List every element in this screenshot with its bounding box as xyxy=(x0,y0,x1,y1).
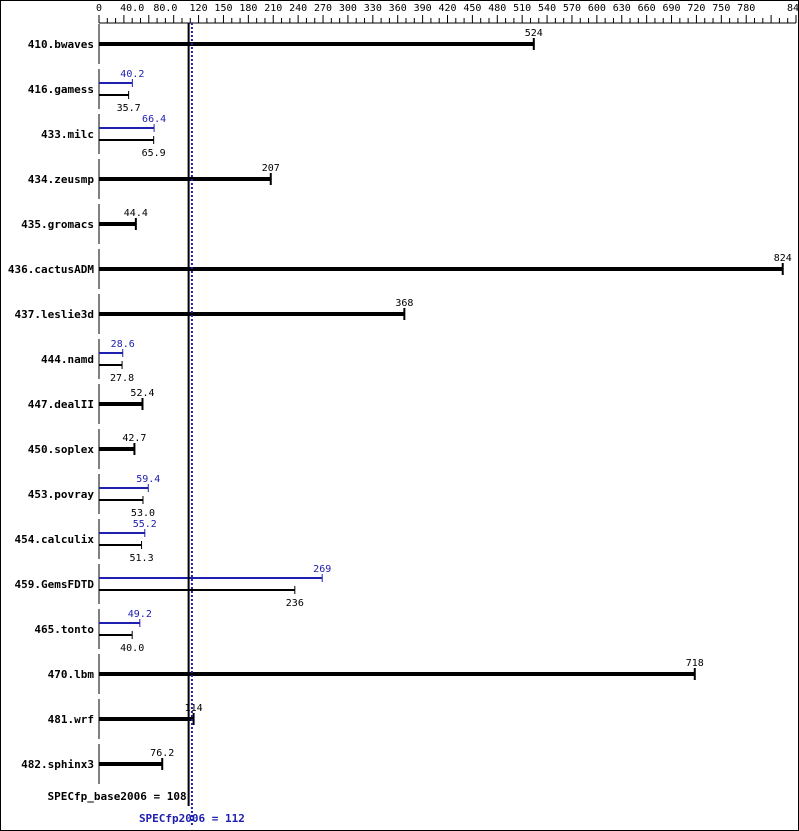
x-tick-label: 390 xyxy=(414,3,432,14)
x-tick-label: 840 xyxy=(787,3,799,14)
bar-base xyxy=(99,267,783,271)
x-tick-label: 150 xyxy=(214,3,232,14)
x-tick-label: 510 xyxy=(513,3,531,14)
bar-base xyxy=(99,447,135,451)
data-label-base: 824 xyxy=(774,253,792,264)
x-tick-label: 420 xyxy=(438,3,456,14)
x-tick-label: 180 xyxy=(239,3,257,14)
category-label: 447.dealII xyxy=(28,398,94,411)
data-label-base: 718 xyxy=(686,658,704,669)
category-label: 437.leslie3d xyxy=(15,308,94,321)
data-label-base: 53.0 xyxy=(131,508,155,519)
data-label-peak: 49.2 xyxy=(128,609,152,620)
x-tick-label: 120 xyxy=(190,3,208,14)
data-label-base: 27.8 xyxy=(110,373,134,384)
x-tick-label: 750 xyxy=(712,3,730,14)
category-label: 481.wrf xyxy=(48,713,94,726)
category-label: 410.bwaves xyxy=(28,38,94,51)
bar-base xyxy=(99,177,271,181)
data-label-peak: 59.4 xyxy=(136,474,160,485)
reference-label-peak: SPECfp2006 = 112 xyxy=(139,812,245,825)
category-label: 453.povray xyxy=(28,488,95,501)
category-label: 450.soplex xyxy=(28,443,95,456)
data-label-base: 65.9 xyxy=(142,148,166,159)
data-label-base: 236 xyxy=(286,598,304,609)
x-tick-label: 600 xyxy=(588,3,606,14)
bar-base xyxy=(99,222,136,226)
category-label: 482.sphinx3 xyxy=(21,758,94,771)
x-tick-label: 660 xyxy=(638,3,656,14)
x-tick-label: 300 xyxy=(339,3,357,14)
x-tick-label: 780 xyxy=(737,3,755,14)
x-tick-label: 0 xyxy=(96,3,102,14)
category-label: 459.GemsFDTD xyxy=(15,578,95,591)
data-label-base: 52.4 xyxy=(130,388,154,399)
category-label: 433.milc xyxy=(41,128,94,141)
bar-base xyxy=(99,717,194,721)
data-label-peak: 40.2 xyxy=(120,69,144,80)
x-tick-label: 480 xyxy=(488,3,506,14)
x-tick-label: 540 xyxy=(538,3,556,14)
data-label-base: 207 xyxy=(262,163,280,174)
data-label-peak: 55.2 xyxy=(133,519,157,530)
data-label-base: 114 xyxy=(185,703,203,714)
bar-base xyxy=(99,762,163,766)
x-tick-label: 330 xyxy=(364,3,382,14)
data-label-base: 76.2 xyxy=(150,748,174,759)
x-tick-label: 450 xyxy=(463,3,481,14)
x-tick-label: 720 xyxy=(687,3,705,14)
data-label-peak: 269 xyxy=(313,564,331,575)
category-label: 435.gromacs xyxy=(21,218,94,231)
category-label: 454.calculix xyxy=(15,533,95,546)
x-tick-label: 690 xyxy=(663,3,681,14)
bar-base xyxy=(99,312,405,316)
category-label: 470.lbm xyxy=(48,668,95,681)
data-label-base: 368 xyxy=(395,298,413,309)
x-tick-label: 570 xyxy=(563,3,581,14)
data-label-base: 35.7 xyxy=(117,103,141,114)
data-label-base: 51.3 xyxy=(130,553,154,564)
data-label-base: 40.0 xyxy=(120,643,144,654)
bar-base xyxy=(99,402,143,406)
bar-base xyxy=(99,42,534,46)
category-label: 434.zeusmp xyxy=(28,173,95,186)
category-label: 444.namd xyxy=(41,353,94,366)
reference-label-base: SPECfp_base2006 = 108 xyxy=(48,790,187,803)
x-tick-label: 360 xyxy=(389,3,407,14)
category-label: 436.cactusADM xyxy=(8,263,94,276)
x-tick-label: 630 xyxy=(613,3,631,14)
bar-base xyxy=(99,672,695,676)
x-tick-label: 40.0 xyxy=(120,3,144,14)
data-label-base: 44.4 xyxy=(124,208,148,219)
data-label-peak: 28.6 xyxy=(111,339,135,350)
data-label-base: 42.7 xyxy=(122,433,146,444)
data-label-peak: 66.4 xyxy=(142,114,166,125)
category-label: 416.gamess xyxy=(28,83,94,96)
category-label: 465.tonto xyxy=(34,623,94,636)
x-tick-label: 270 xyxy=(314,3,332,14)
x-tick-label: 210 xyxy=(264,3,282,14)
x-tick-label: 240 xyxy=(289,3,307,14)
x-tick-label: 80.0 xyxy=(153,3,177,14)
data-label-base: 524 xyxy=(525,28,543,39)
